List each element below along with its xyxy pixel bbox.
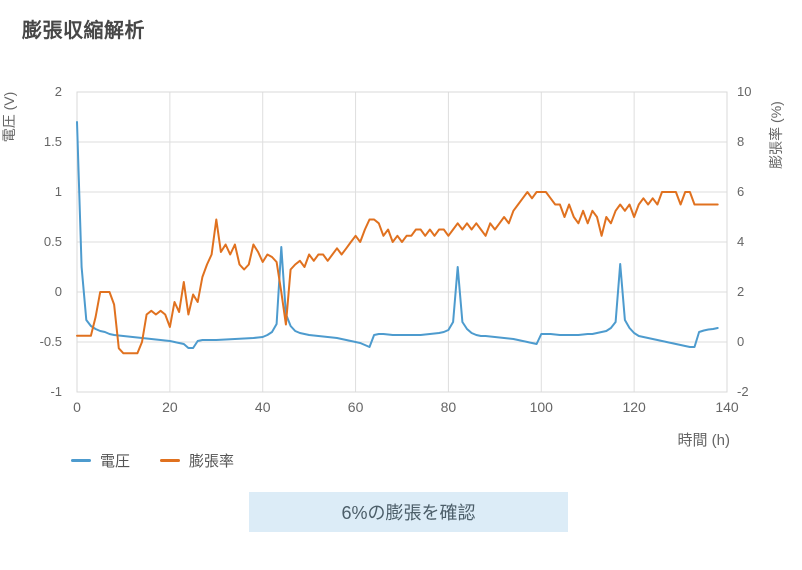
legend-item-expansion: 膨張率 [160, 450, 234, 471]
y-right-axis-title: 膨張率 (%) [768, 101, 784, 169]
y-right-tick-label: -2 [737, 384, 749, 399]
y-left-tick-label: -1 [50, 384, 62, 399]
x-tick-label: 40 [255, 399, 271, 415]
x-tick-label: 0 [73, 399, 81, 415]
y-right-tick-label: 10 [737, 84, 751, 99]
y-left-tick-label: -0.5 [40, 334, 62, 349]
y-left-tick-label: 2 [55, 84, 62, 99]
legend-item-voltage: 電圧 [71, 450, 130, 471]
expansion-legend-dash-icon [160, 459, 181, 462]
x-tick-label: 120 [622, 399, 646, 415]
voltage-legend-dash-icon [71, 459, 91, 462]
y-left-tick-label: 0 [55, 284, 62, 299]
x-tick-label: 20 [162, 399, 178, 415]
y-right-tick-label: 4 [737, 234, 744, 249]
voltage-line [76, 121, 719, 349]
y-right-tick-label: 6 [737, 184, 744, 199]
x-tick-label: 140 [715, 399, 739, 415]
legend-label-voltage: 電圧 [100, 453, 131, 470]
x-axis-title: 時間 (h) [677, 432, 730, 449]
page-title: 膨張収縮解析 [22, 20, 145, 42]
y-right-tick-label: 2 [737, 284, 744, 299]
y-right-tick-label: 0 [737, 334, 744, 349]
x-tick-label: 80 [441, 399, 457, 415]
y-right-tick-label: 8 [737, 134, 744, 149]
y-left-tick-label: 1.5 [44, 134, 62, 149]
x-tick-label: 60 [348, 399, 364, 415]
y-left-tick-label: 1 [55, 184, 62, 199]
x-tick-label: 100 [530, 399, 554, 415]
legend-label-expansion: 膨張率 [189, 453, 235, 470]
expansion-line [76, 191, 719, 355]
plot-area [76, 91, 728, 393]
y-left-axis-title: 電圧 (V) [1, 92, 17, 143]
annotation-banner: 6%の膨張を確認 [249, 492, 568, 532]
chart-legend: 電圧 膨張率 [71, 450, 234, 471]
y-left-tick-label: 0.5 [44, 234, 62, 249]
